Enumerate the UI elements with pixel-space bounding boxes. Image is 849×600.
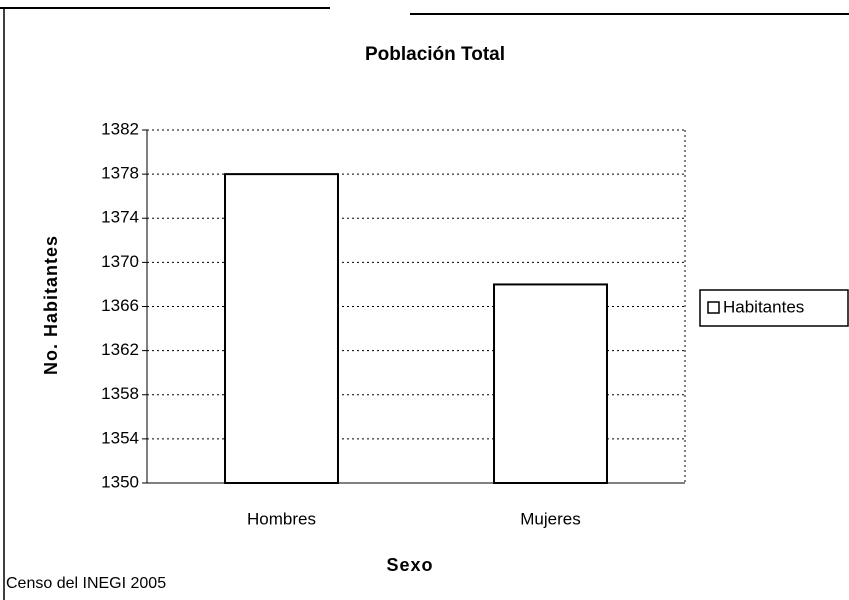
y-tick-label: 1378 (101, 164, 139, 183)
x-axis-title: Sexo (386, 555, 433, 575)
legend-swatch (707, 301, 720, 314)
x-tick-label: Mujeres (520, 509, 580, 528)
y-tick-label: 1362 (101, 340, 139, 359)
y-tick-label: 1366 (101, 296, 139, 315)
legend-box (699, 289, 849, 327)
bar (493, 283, 608, 484)
y-tick-label: 1370 (101, 252, 139, 271)
y-tick-label: 1350 (101, 472, 139, 491)
y-tick-label: 1354 (101, 428, 139, 447)
legend-label: Habitantes (723, 297, 804, 316)
y-tick-label: 1374 (101, 208, 139, 227)
y-tick-label: 1358 (101, 384, 139, 403)
y-axis-title: No. Habitantes (41, 235, 61, 375)
y-tick-label: 1382 (101, 119, 139, 138)
annotation: Censo del INEGI 2005 (6, 575, 166, 592)
bar (224, 173, 339, 484)
x-tick-label: Hombres (247, 509, 316, 528)
chart-title: Población Total (365, 44, 505, 65)
